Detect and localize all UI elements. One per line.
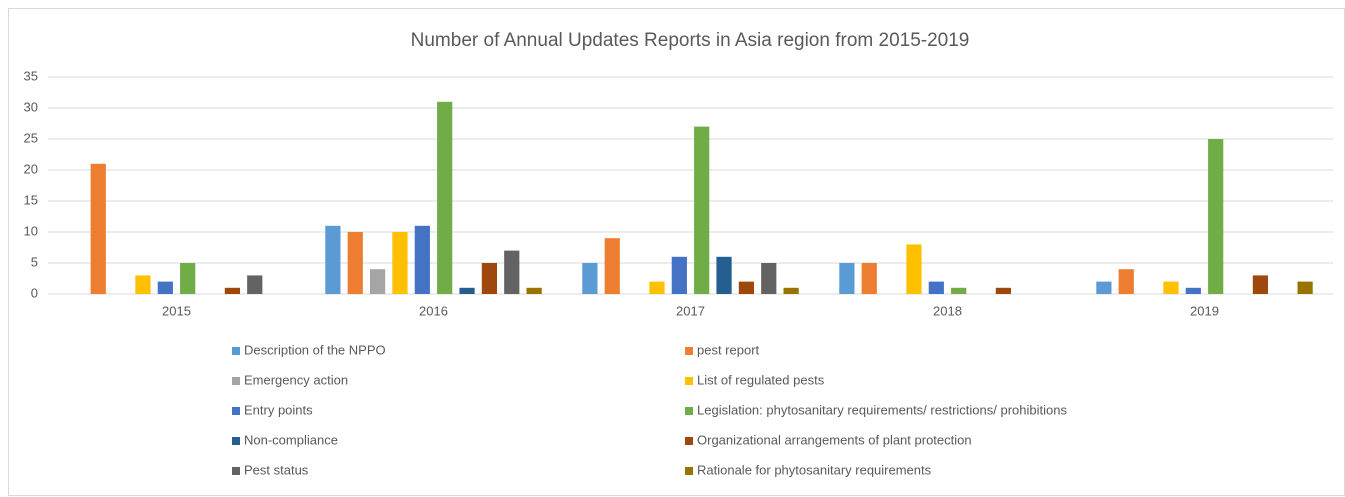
bar [1297, 281, 1313, 294]
x-tick-label: 2019 [1190, 303, 1219, 318]
bar [1185, 287, 1201, 294]
legend-swatch [232, 407, 240, 415]
y-tick-label: 20 [24, 161, 38, 176]
legend-label: Emergency action [244, 372, 348, 387]
legend-label: Legislation: phytosanitary requirements/… [697, 402, 1067, 417]
bar [157, 281, 173, 294]
bar [347, 232, 363, 294]
legend-label: Description of the NPPO [244, 342, 386, 357]
y-tick-label: 10 [24, 223, 38, 238]
y-tick-label: 5 [31, 254, 38, 269]
legend-swatch [685, 377, 693, 385]
bar [995, 287, 1011, 294]
x-tick-label: 2016 [419, 303, 448, 318]
legend-label: Non-compliance [244, 432, 338, 447]
legend-swatch [232, 467, 240, 475]
bar [1163, 281, 1179, 294]
y-tick-label: 15 [24, 192, 38, 207]
bar [738, 281, 754, 294]
chart-frame [8, 8, 1345, 496]
bar [180, 263, 196, 294]
bar [526, 287, 542, 294]
bar [582, 263, 598, 294]
legend-swatch [232, 377, 240, 385]
x-tick-label: 2015 [162, 303, 191, 318]
bar [951, 287, 967, 294]
bar [928, 281, 944, 294]
bar [135, 275, 151, 294]
bar [694, 126, 710, 294]
legend-label: List of regulated pests [697, 372, 825, 387]
bar [504, 250, 520, 294]
y-tick-label: 30 [24, 99, 38, 114]
bar [671, 256, 687, 294]
legend-label: Rationale for phytosanitary requirements [697, 462, 932, 477]
bar [1096, 281, 1112, 294]
bar [90, 163, 106, 294]
bar [783, 287, 799, 294]
bar [861, 263, 877, 294]
legend-swatch [685, 467, 693, 475]
y-tick-label: 0 [31, 285, 38, 300]
bar [224, 287, 240, 294]
legend-swatch [685, 437, 693, 445]
legend-swatch [232, 437, 240, 445]
bar [481, 263, 497, 294]
chart-title: Number of Annual Updates Reports in Asia… [411, 30, 970, 51]
bar [839, 263, 855, 294]
bar [414, 225, 430, 294]
legend-swatch [685, 407, 693, 415]
bar [649, 281, 665, 294]
bar [247, 275, 263, 294]
bar [459, 287, 475, 294]
bar [437, 101, 453, 294]
legend-label: Pest status [244, 462, 309, 477]
bar [370, 269, 386, 294]
bar [906, 244, 922, 294]
legend-label: Organizational arrangements of plant pro… [697, 432, 972, 447]
bar [716, 256, 732, 294]
legend-label: pest report [697, 342, 760, 357]
bar [761, 263, 777, 294]
bar [1118, 269, 1134, 294]
legend-label: Entry points [244, 402, 313, 417]
bar [325, 225, 341, 294]
x-tick-label: 2017 [676, 303, 705, 318]
y-tick-label: 35 [24, 68, 38, 83]
bar [604, 238, 620, 294]
legend-swatch [232, 347, 240, 355]
bar [392, 232, 408, 294]
bar [1252, 275, 1268, 294]
y-tick-label: 25 [24, 130, 38, 145]
legend-swatch [685, 347, 693, 355]
x-tick-label: 2018 [933, 303, 962, 318]
bar [1208, 139, 1224, 294]
